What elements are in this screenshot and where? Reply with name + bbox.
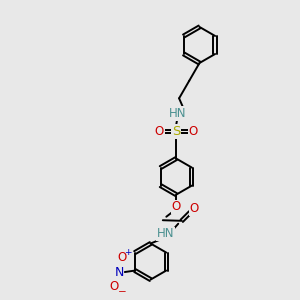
Text: O: O xyxy=(188,125,198,138)
Text: O: O xyxy=(109,280,118,293)
Text: N: N xyxy=(114,266,124,278)
Text: −: − xyxy=(118,287,127,297)
Text: O: O xyxy=(117,251,127,264)
Text: +: + xyxy=(124,248,132,257)
Text: O: O xyxy=(189,202,199,215)
Text: O: O xyxy=(155,125,164,138)
Text: HN: HN xyxy=(169,107,186,120)
Text: S: S xyxy=(172,125,180,138)
Text: O: O xyxy=(172,200,181,213)
Text: HN: HN xyxy=(157,227,175,240)
